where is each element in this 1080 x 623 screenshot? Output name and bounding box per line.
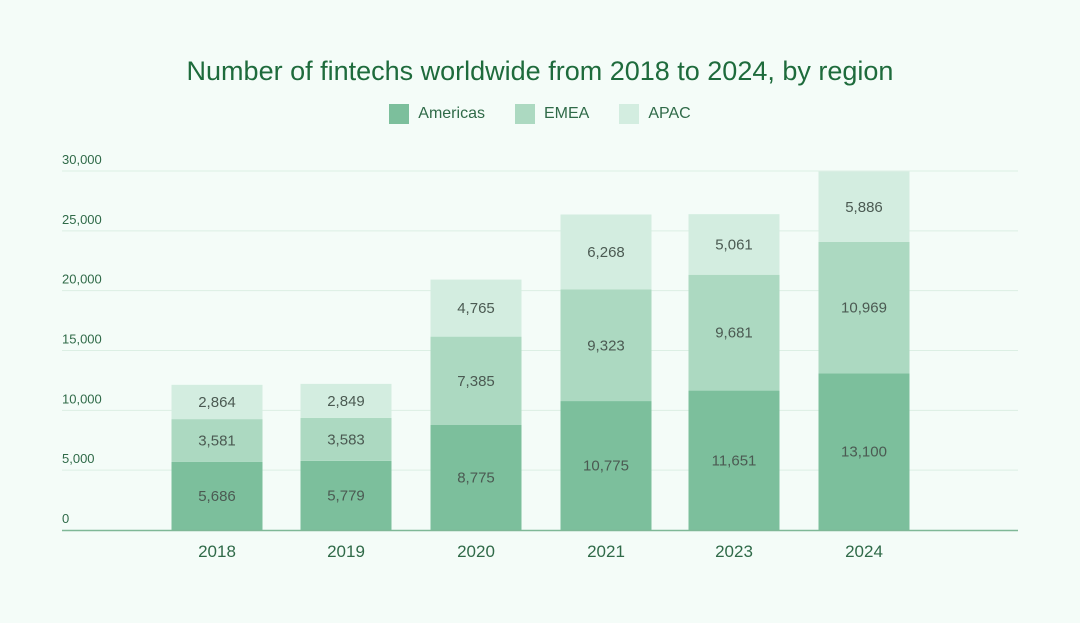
data-label-emea-2020: 7,385 xyxy=(457,373,495,390)
bar-segment-apac-2019 xyxy=(300,383,392,418)
y-tick-label-10000: 10,000 xyxy=(62,391,102,406)
data-label-americas-2019: 5,779 xyxy=(327,487,365,504)
data-label-americas-2018: 5,686 xyxy=(198,488,236,505)
data-label-emea-2019: 3,583 xyxy=(327,431,365,448)
data-label-apac-2023: 5,061 xyxy=(715,236,753,253)
legend-item-emea: EMEA xyxy=(514,104,590,124)
chart-title: Number of fintechs worldwide from 2018 t… xyxy=(186,56,894,86)
bar-segment-americas-2018 xyxy=(171,461,263,530)
legend-swatch-americas xyxy=(389,104,410,124)
y-tick-label-25000: 25,000 xyxy=(62,212,102,227)
data-label-americas-2024: 13,100 xyxy=(841,444,887,461)
bar-segment-apac-2018 xyxy=(171,384,263,420)
y-tick-label-20000: 20,000 xyxy=(62,272,102,287)
bar-segment-emea-2018 xyxy=(171,419,263,462)
legend-label-apac: APAC xyxy=(648,105,691,122)
bar-segment-americas-2019 xyxy=(300,460,392,530)
bar-segment-emea-2019 xyxy=(300,417,392,461)
legend-label-americas: Americas xyxy=(418,105,485,122)
y-tick-label-15000: 15,000 xyxy=(62,332,102,347)
x-tick-label-2023: 2023 xyxy=(715,542,753,561)
legend-item-apac: APAC xyxy=(619,104,691,124)
legend: Americas EMEA APAC xyxy=(0,104,1080,124)
data-label-apac-2020: 4,765 xyxy=(457,300,495,317)
bar-segment-apac-2023 xyxy=(688,214,780,275)
bar-segment-americas-2024 xyxy=(818,373,910,530)
bar-segment-apac-2024 xyxy=(818,171,910,242)
data-label-americas-2021: 10,775 xyxy=(583,458,629,475)
y-tick-label-30000: 30,000 xyxy=(62,152,102,167)
legend-label-emea: EMEA xyxy=(543,105,590,122)
legend-item-americas: Americas xyxy=(389,104,485,124)
legend-swatch-emea xyxy=(514,104,535,124)
bar-segment-emea-2023 xyxy=(688,274,780,391)
bar-segment-americas-2020 xyxy=(430,424,522,530)
x-tick-label-2021: 2021 xyxy=(587,542,625,561)
data-label-apac-2018: 2,864 xyxy=(198,394,236,411)
bar-segment-apac-2020 xyxy=(430,279,522,337)
data-label-americas-2020: 8,775 xyxy=(457,469,495,486)
x-tick-label-2020: 2020 xyxy=(457,542,495,561)
data-label-apac-2024: 5,886 xyxy=(845,199,883,216)
data-label-emea-2018: 3,581 xyxy=(198,433,236,450)
y-tick-label-0: 0 xyxy=(62,511,69,526)
data-label-emea-2021: 9,323 xyxy=(587,337,625,354)
bar-segment-emea-2021 xyxy=(560,289,652,402)
x-tick-label-2018: 2018 xyxy=(198,542,236,561)
bar-segment-americas-2023 xyxy=(688,390,780,530)
legend-swatch-apac xyxy=(619,104,640,124)
bar-segment-americas-2021 xyxy=(560,401,652,530)
bar-segment-apac-2021 xyxy=(560,214,652,290)
bar-segment-emea-2020 xyxy=(430,336,522,425)
data-label-apac-2021: 6,268 xyxy=(587,244,625,261)
data-label-emea-2024: 10,969 xyxy=(841,300,887,317)
data-label-apac-2019: 2,849 xyxy=(327,393,365,410)
data-label-emea-2023: 9,681 xyxy=(715,325,753,342)
data-label-americas-2023: 11,651 xyxy=(712,452,757,469)
y-tick-label-5000: 5,000 xyxy=(62,451,95,466)
x-tick-label-2019: 2019 xyxy=(327,542,365,561)
x-tick-label-2024: 2024 xyxy=(845,542,883,561)
bar-segment-emea-2024 xyxy=(818,241,910,374)
